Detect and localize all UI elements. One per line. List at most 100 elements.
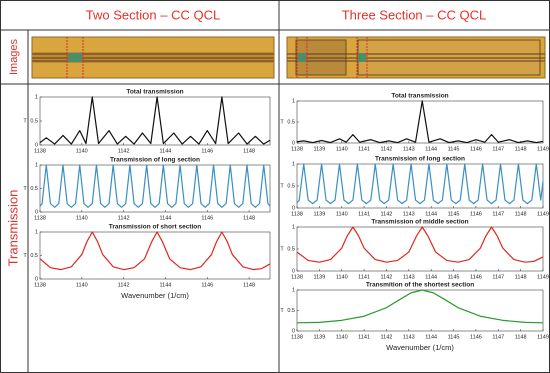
y-tick-label: 0.5: [287, 119, 295, 125]
device-image: [286, 36, 546, 79]
x-tick-label: 1140: [76, 282, 88, 288]
x-tick-label: 1147: [492, 211, 504, 217]
y-tick-label: 0: [292, 140, 295, 146]
x-tick-label: 1140: [336, 274, 348, 280]
x-tick-label: 1138: [291, 146, 303, 152]
data-line: [39, 231, 271, 271]
row-label: Transmission: [5, 190, 20, 267]
x-tick-label: 1148: [515, 211, 527, 217]
x-tick-label: 1142: [118, 282, 130, 288]
y-tick-label: 0: [35, 276, 38, 282]
plot-frame: [296, 226, 544, 272]
x-tick-label: 1140: [336, 211, 348, 217]
x-tick-label: 1145: [448, 211, 460, 217]
data-line: [296, 100, 544, 144]
x-tick-label: 1143: [403, 334, 415, 340]
data-line: [39, 96, 271, 145]
x-tick-label: 1140: [76, 148, 88, 154]
y-tick-label: 0.5: [30, 186, 38, 192]
x-tick-label: 1146: [470, 211, 482, 217]
column-header: Three Section – CC QCL: [342, 7, 487, 22]
x-tick-label: 1146: [201, 282, 213, 288]
x-tick-label: 1144: [160, 148, 172, 154]
x-tick-label: 1138: [291, 274, 303, 280]
y-tick-label: 1: [35, 229, 38, 235]
y-tick-label: 0: [292, 268, 295, 274]
data-line: [39, 164, 271, 208]
x-tick-label: 1149: [537, 274, 549, 280]
x-tick-label: 1147: [492, 334, 504, 340]
plot-frame: [39, 96, 271, 146]
x-tick-label: 1148: [243, 215, 255, 221]
y-tick-label: 1: [292, 224, 295, 230]
y-tick-label: 1: [292, 98, 295, 104]
x-axis-label: Wavenumber (1/cm): [121, 291, 189, 300]
y-tick-label: 0.5: [287, 308, 295, 314]
x-tick-label: 1148: [515, 146, 527, 152]
x-tick-label: 1142: [118, 215, 130, 221]
x-tick-label: 1144: [425, 334, 437, 340]
x-tick-label: 1144: [425, 146, 437, 152]
y-tick-label: 0.5: [30, 118, 38, 124]
x-tick-label: 1140: [76, 215, 88, 221]
y-axis-label: T: [280, 183, 284, 189]
x-tick-label: 1146: [201, 215, 213, 221]
y-axis-label: T: [280, 119, 284, 125]
x-tick-label: 1139: [313, 146, 325, 152]
column-header: Two Section – CC QCL: [86, 7, 220, 22]
y-tick-label: 0: [292, 205, 295, 211]
x-tick-label: 1146: [470, 146, 482, 152]
x-tick-label: 1138: [291, 334, 303, 340]
data-line: [296, 289, 544, 324]
y-tick-label: 0: [35, 142, 38, 148]
x-tick-label: 1138: [34, 282, 46, 288]
x-tick-label: 1144: [425, 274, 437, 280]
x-tick-label: 1142: [381, 334, 393, 340]
x-tick-label: 1142: [381, 146, 393, 152]
x-tick-label: 1146: [470, 274, 482, 280]
x-tick-label: 1138: [34, 215, 46, 221]
chart-title: Transmission of long section: [375, 156, 465, 163]
device-image: [31, 36, 275, 79]
y-tick-label: 1: [35, 162, 38, 168]
x-tick-label: 1141: [358, 146, 370, 152]
y-tick-label: 0: [35, 209, 38, 215]
x-tick-label: 1138: [34, 148, 46, 154]
x-tick-label: 1139: [313, 334, 325, 340]
x-axis-label: Wavenumber (1/cm): [386, 343, 454, 352]
x-tick-label: 1144: [160, 282, 172, 288]
x-tick-label: 1143: [403, 211, 415, 217]
x-tick-label: 1149: [537, 146, 549, 152]
data-line: [296, 226, 544, 263]
data-line: [296, 163, 544, 205]
x-tick-label: 1147: [492, 146, 504, 152]
y-axis-label: T: [23, 253, 27, 259]
x-tick-label: 1148: [243, 282, 255, 288]
x-tick-label: 1139: [313, 211, 325, 217]
x-tick-label: 1140: [336, 334, 348, 340]
x-tick-label: 1147: [492, 274, 504, 280]
x-tick-label: 1144: [425, 211, 437, 217]
x-tick-label: 1145: [448, 274, 460, 280]
chart-title: Transmition of the shortest section: [366, 282, 474, 289]
x-tick-label: 1145: [448, 146, 460, 152]
y-tick-label: 0.5: [287, 183, 295, 189]
x-tick-label: 1149: [537, 334, 549, 340]
x-tick-label: 1148: [515, 274, 527, 280]
x-tick-label: 1141: [358, 274, 370, 280]
y-axis-label: T: [280, 246, 284, 252]
y-tick-label: 0: [292, 328, 295, 334]
x-tick-label: 1138: [291, 211, 303, 217]
x-tick-label: 1141: [358, 334, 370, 340]
chart-title: Transmission of middle section: [371, 219, 468, 226]
x-tick-label: 1144: [160, 215, 172, 221]
y-tick-label: 0.5: [287, 246, 295, 252]
x-tick-label: 1142: [118, 148, 130, 154]
plot-frame: [296, 100, 544, 144]
y-tick-label: 1: [35, 94, 38, 100]
chart-title: Transmission of short section: [109, 224, 201, 231]
x-tick-label: 1145: [448, 334, 460, 340]
y-tick-label: 1: [292, 287, 295, 293]
y-tick-label: 0.5: [30, 253, 38, 259]
